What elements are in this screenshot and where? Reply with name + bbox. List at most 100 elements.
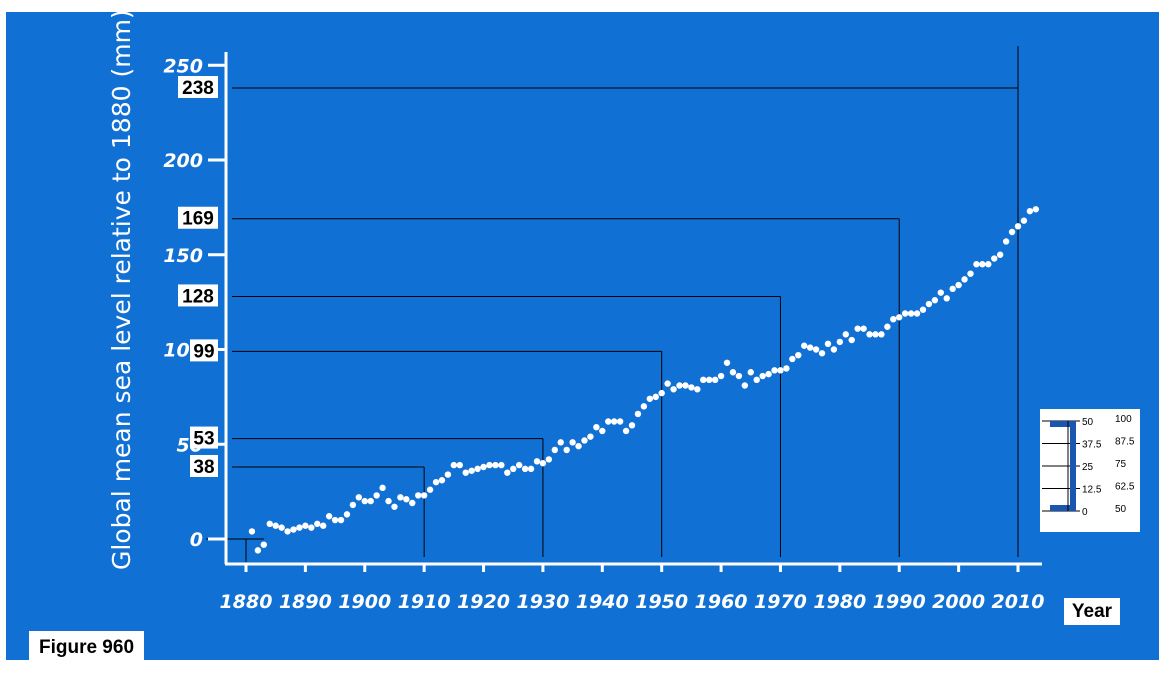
data-point [961,276,968,283]
data-point [901,310,909,317]
data-point [949,285,956,293]
data-point [486,461,493,469]
data-point [985,261,992,268]
callout-box [190,426,218,449]
axis-ticks: 1880 1890 1900 1910 1920 1930 1940 1950 1960 1970… [163,55,1044,613]
inset-left-label: 37.5 [1082,440,1102,451]
data-point [955,281,962,289]
data-point [260,541,268,548]
y-axis-label: Global mean sea level relative to 1880 (… [107,12,136,570]
data-point [355,494,363,501]
data-point [539,460,547,467]
data-point [533,458,541,465]
data-point [545,456,553,463]
data-point [759,372,766,380]
data-point [575,442,582,450]
data-point [735,372,743,380]
data-point [248,528,256,535]
data-point [824,340,832,348]
data-point [996,251,1004,258]
data-point [789,355,796,363]
data-point [587,433,594,440]
data-point [741,382,749,389]
data-point [331,516,339,524]
data-point [521,465,529,473]
data-point [498,461,505,469]
data-point [634,410,642,418]
data-point [664,380,671,387]
data-point [640,403,648,410]
data-point [290,526,297,533]
data-point [474,465,481,473]
data-point [670,386,677,393]
scale-inset: 50 100 37.5 87.5 25 75 12.5 62.5 0 50 [1040,409,1140,532]
callout-label: 169 [182,209,214,230]
data-point [628,422,636,429]
data-point [682,382,689,389]
data-point [723,359,731,366]
data-point [278,524,285,531]
data-point [747,369,754,376]
inset-bracket [1050,421,1076,511]
callout-box [178,206,218,229]
data-point [717,372,725,380]
data-point [836,338,844,346]
x-tick-label: 1960 [695,591,748,613]
inset-right-label: 75 [1115,459,1127,470]
data-point [854,325,861,332]
x-tick-label: 1880 [220,591,273,613]
data-point [367,497,374,505]
data-point [884,323,891,330]
data-point [527,465,535,473]
data-point [492,461,499,469]
x-tick-label: 1900 [338,591,391,613]
data-point [296,524,303,531]
data-point [622,427,630,435]
data-point [284,528,291,535]
data-point [325,513,333,520]
data-point [599,427,606,435]
callout-box [178,284,218,307]
data-point [456,461,463,469]
inset-left-label: 50 [1082,417,1094,428]
data-point [753,376,760,384]
data-point [462,469,469,476]
callout-box [190,454,218,477]
data-point [842,331,849,338]
data-point [801,342,808,349]
y-tick-label: 150 [163,245,203,267]
x-tick-label: 1890 [279,591,332,613]
y-tick-label: 250 [163,55,203,77]
inset-right-label: 62.5 [1115,482,1135,493]
data-point [320,522,327,529]
data-point [979,261,986,268]
data-point [616,418,624,425]
data-point [409,499,416,507]
y-tick-label: 200 [163,150,203,172]
data-point [605,418,612,425]
value-callouts: 238 169 128 99 53 38 [178,75,218,478]
data-point [943,295,950,302]
data-point [510,465,517,473]
data-point [480,463,487,471]
data-point [1020,217,1028,224]
inset-right-label: 87.5 [1115,437,1135,448]
callout-label: 128 [182,286,214,307]
data-point [931,297,939,304]
guide-lines [206,46,1019,562]
data-point [1014,223,1022,230]
data-point [652,393,659,401]
data-point [373,492,380,499]
data-point [403,496,410,503]
data-point [361,497,368,505]
data-point [907,310,915,317]
inset-left-label: 12.5 [1082,485,1102,496]
data-point [314,520,321,528]
data-point [420,492,428,499]
figure-label: Figure 960 [29,631,144,664]
data-point [1008,228,1016,236]
data-point [830,346,838,353]
callout-label: 99 [193,341,214,362]
data-point [468,467,475,474]
data-point [397,494,404,501]
